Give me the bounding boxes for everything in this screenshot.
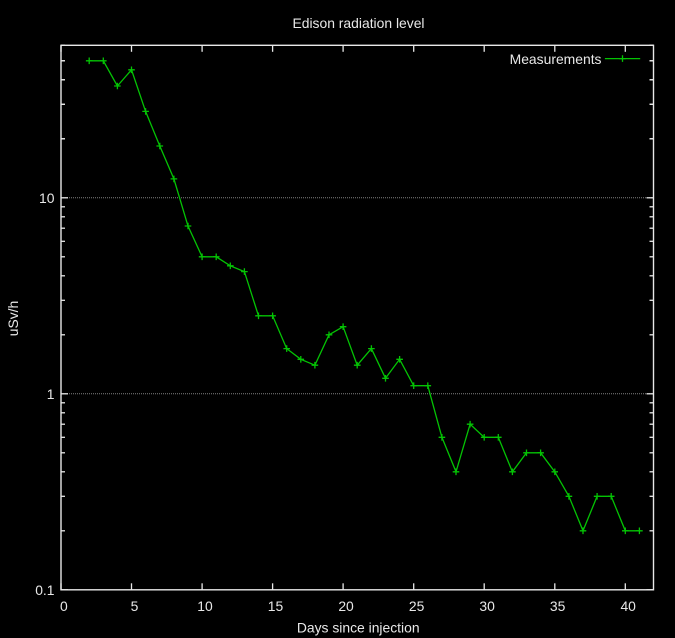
svg-text:Edison radiation level: Edison radiation level [292, 15, 424, 31]
svg-text:10: 10 [197, 598, 213, 614]
svg-text:20: 20 [338, 598, 354, 614]
svg-text:Measurements: Measurements [510, 51, 602, 67]
svg-text:0.1: 0.1 [35, 582, 55, 598]
svg-text:10: 10 [39, 190, 55, 206]
svg-text:5: 5 [131, 598, 139, 614]
svg-text:30: 30 [479, 598, 495, 614]
svg-text:15: 15 [268, 598, 284, 614]
svg-text:uSv/h: uSv/h [5, 301, 21, 337]
svg-text:1: 1 [47, 386, 55, 402]
svg-text:0: 0 [60, 598, 68, 614]
svg-text:35: 35 [550, 598, 566, 614]
svg-text:Days since injection: Days since injection [297, 620, 420, 636]
svg-text:40: 40 [620, 598, 636, 614]
svg-text:25: 25 [409, 598, 425, 614]
